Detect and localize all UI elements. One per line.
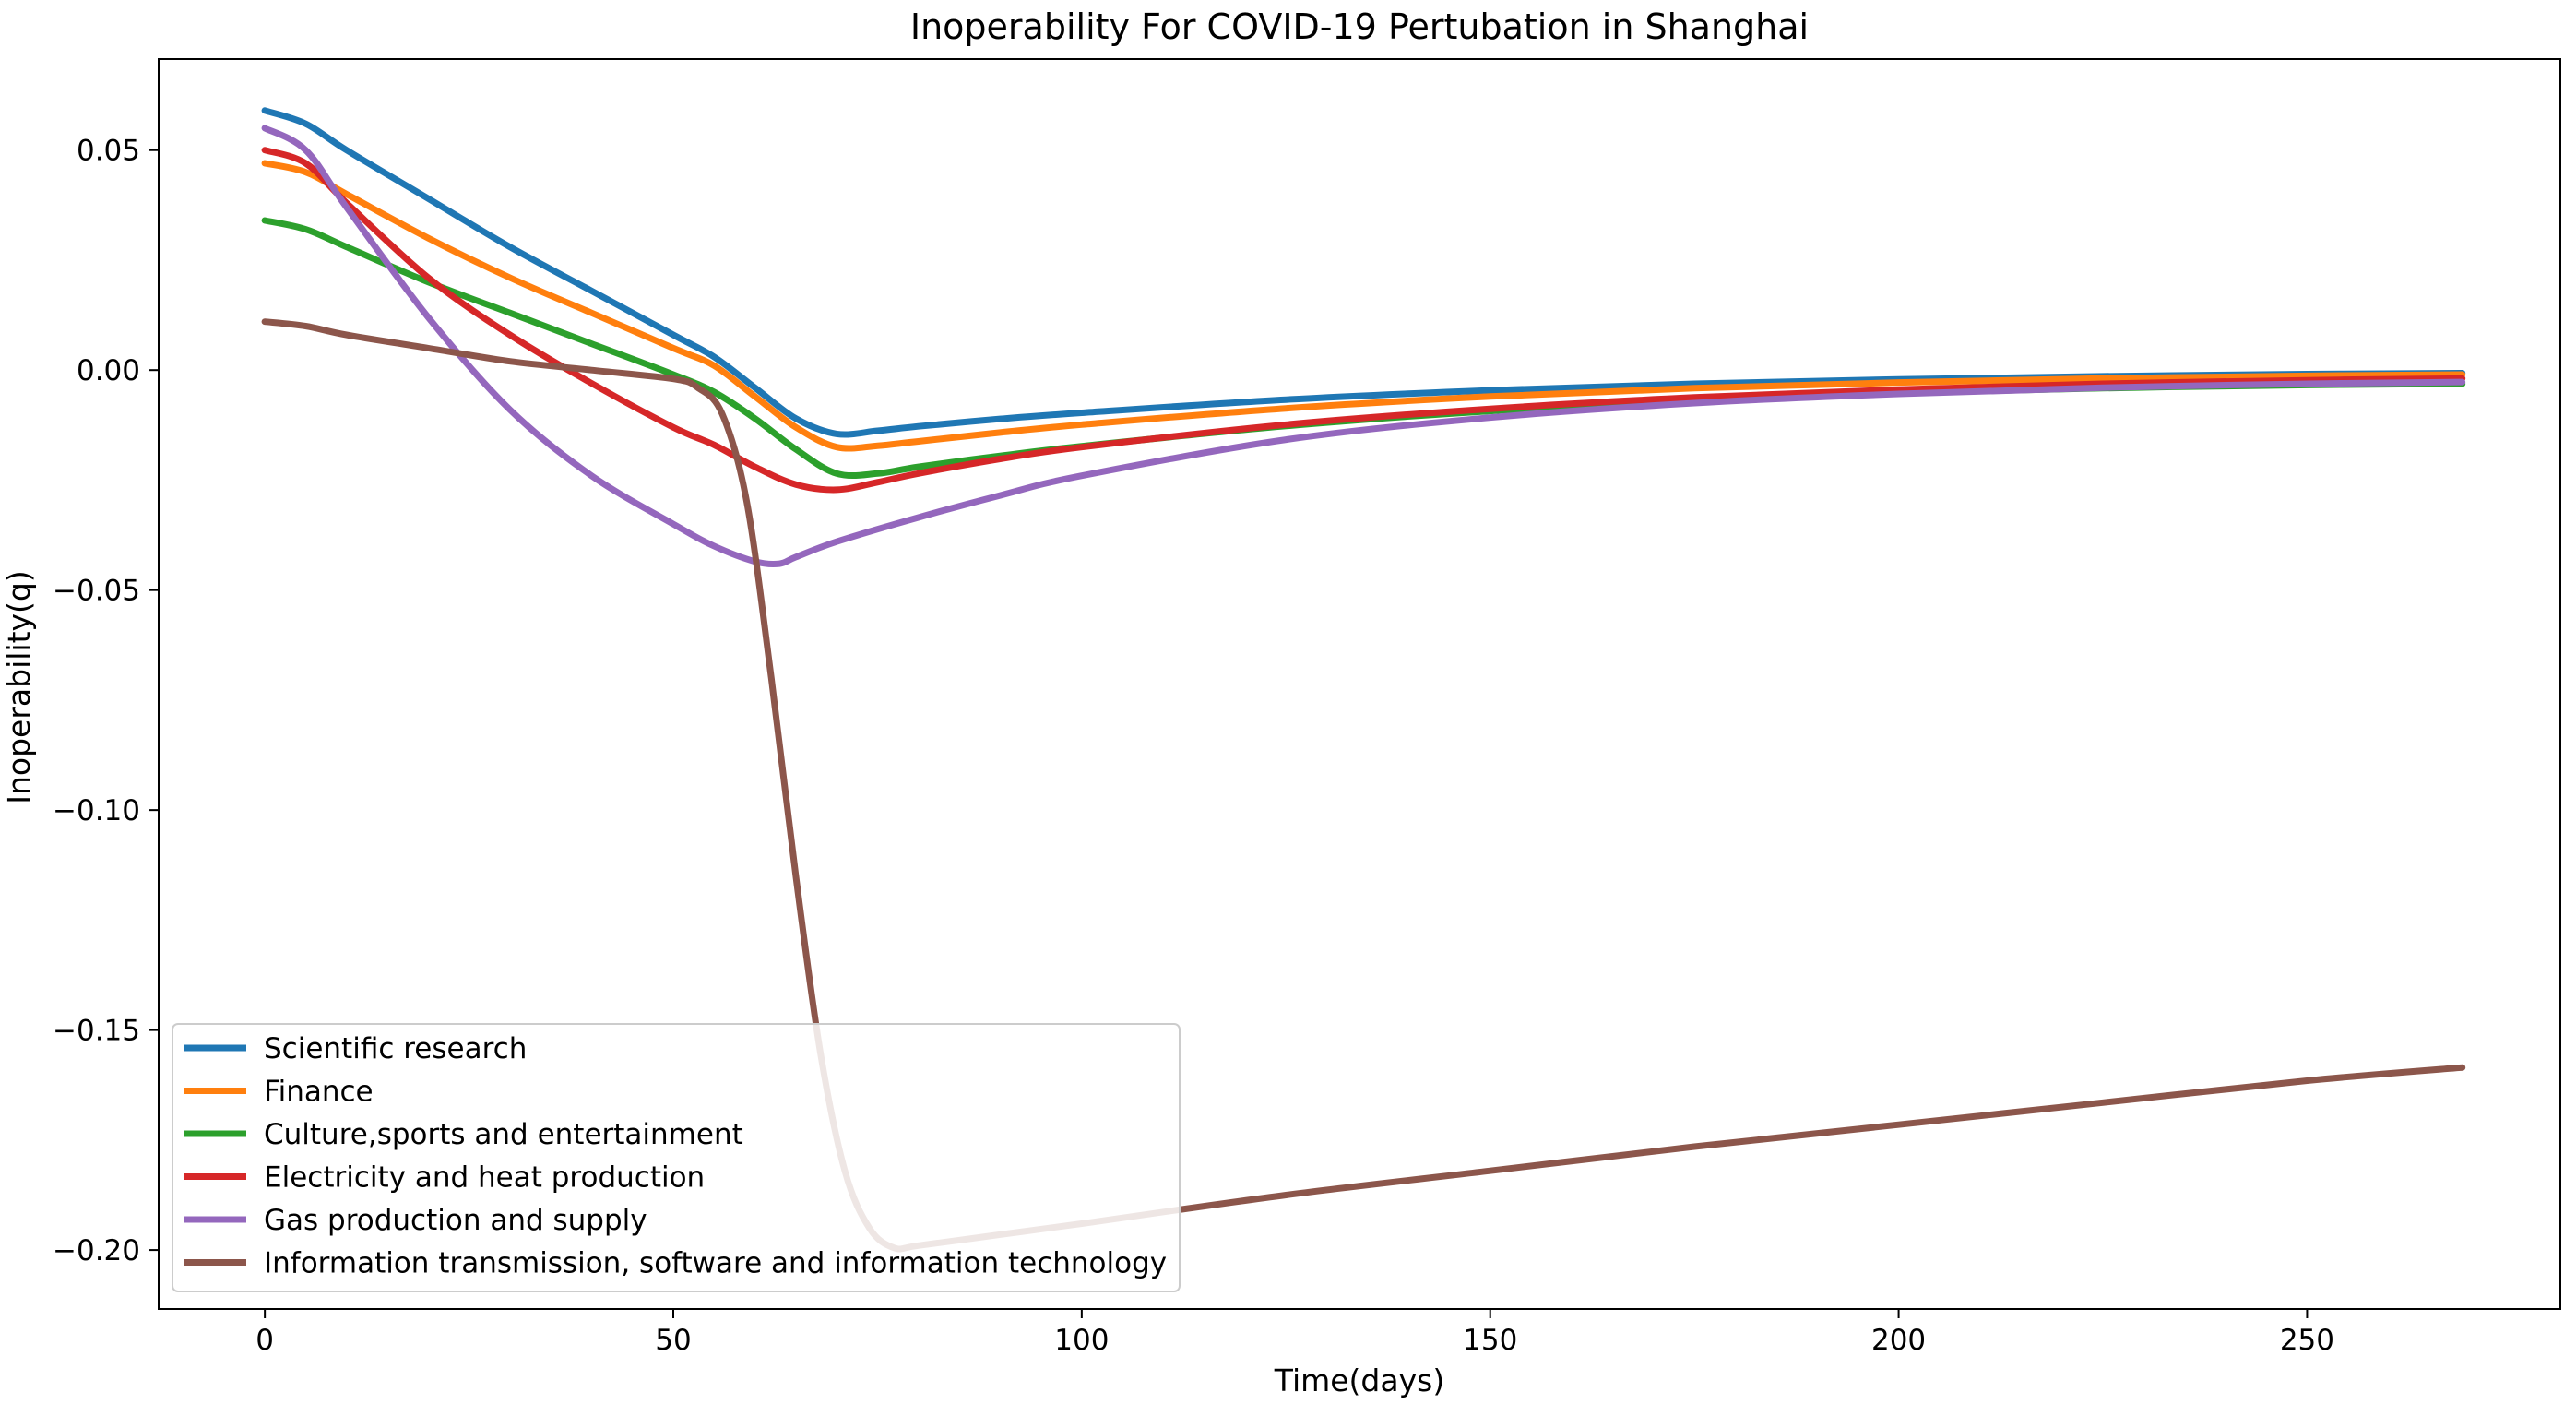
ticks-layer: 0 50 100 150 200 250 0.05 0.00 −0.05 −0.10 −0.15 −0… bbox=[53, 135, 2334, 1357]
y-axis-label: Inoperability(q) bbox=[1, 570, 37, 804]
legend-label-6: Information transmission, software and i… bbox=[264, 1247, 1167, 1280]
legend-label-3: Culture,sports and entertainment bbox=[264, 1118, 743, 1151]
legend-label-5: Gas production and supply bbox=[264, 1204, 647, 1237]
x-tick-label: 200 bbox=[1871, 1324, 1926, 1357]
y-tick-label: −0.20 bbox=[53, 1234, 140, 1267]
legend-label-4: Electricity and heat production bbox=[264, 1161, 705, 1195]
x-tick-label: 100 bbox=[1054, 1324, 1109, 1357]
series-line-2 bbox=[261, 160, 2466, 452]
chart-title: Inoperability For COVID-19 Pertubation i… bbox=[910, 6, 1809, 47]
y-tick-label: 0.00 bbox=[77, 354, 140, 387]
y-tick-label: −0.05 bbox=[53, 575, 140, 608]
x-tick-label: 0 bbox=[255, 1324, 274, 1357]
y-tick-label: −0.15 bbox=[53, 1015, 140, 1048]
x-tick-label: 150 bbox=[1463, 1324, 1517, 1357]
series-line-4 bbox=[261, 147, 2466, 494]
legend-label-1: Scientific research bbox=[264, 1032, 527, 1065]
legend: Scientific research Finance Culture,sports… bbox=[172, 1023, 1181, 1292]
x-tick-label: 50 bbox=[655, 1324, 691, 1357]
x-tick-label: 250 bbox=[2280, 1324, 2334, 1357]
plot-frame bbox=[158, 58, 2561, 1310]
legend-label-2: Finance bbox=[264, 1076, 374, 1109]
series-line-5 bbox=[261, 125, 2466, 568]
x-axis-label: Time(days) bbox=[1274, 1362, 1444, 1398]
legend-box bbox=[172, 1023, 1181, 1292]
y-tick-label: 0.05 bbox=[77, 135, 140, 168]
y-tick-label: −0.10 bbox=[53, 794, 140, 827]
